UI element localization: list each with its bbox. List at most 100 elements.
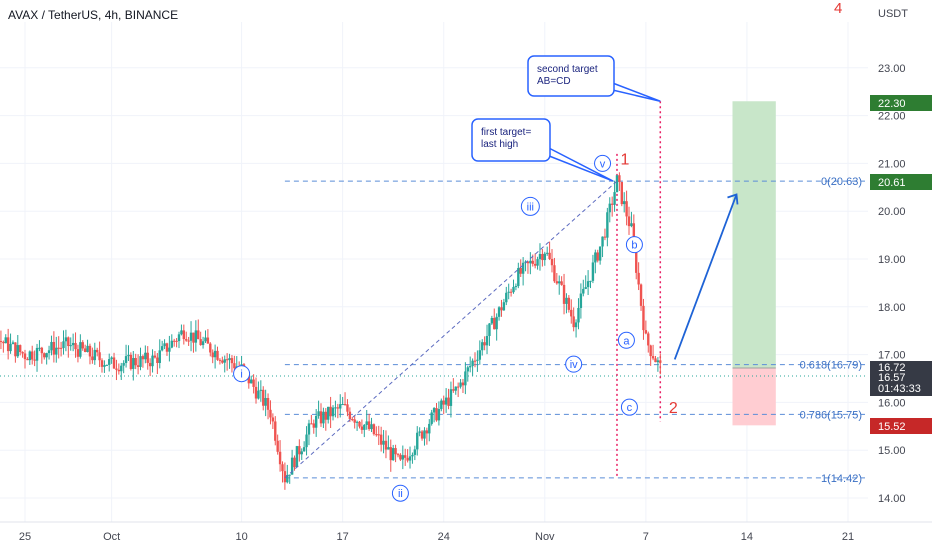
candle-body [189,332,193,341]
candle-body [18,345,22,353]
candle-body [517,268,520,287]
candle-body [170,340,173,348]
candle-body [493,317,496,330]
wave-trend-line[interactable] [284,180,618,479]
candle-body [192,332,195,343]
candle-body [529,260,532,264]
candle-body [579,293,583,308]
candle-body [148,362,152,367]
candle-body [290,457,294,475]
candle-body [281,464,284,472]
candle-body [591,262,595,281]
candle-body [59,347,63,349]
price-label-box [870,384,932,396]
candle-body [656,360,660,363]
loss-zone[interactable] [732,367,776,426]
candle-body [286,474,289,483]
callout-box[interactable] [471,118,551,162]
candle-body [596,252,599,261]
candle-body [64,337,68,342]
candle-body [331,407,335,417]
candle-body [404,455,407,458]
candle-body [447,397,450,406]
candle-body [384,440,388,450]
candle-body [11,342,15,344]
candle-body [120,365,123,372]
candle-body [86,345,89,353]
candle-body [420,431,424,439]
candle-body [620,181,623,205]
candle-body [257,390,260,399]
candle-body [536,259,539,266]
y-tick-label: 17.00 [878,350,906,362]
wave-label-circle[interactable] [520,196,540,216]
wave-label: v [600,158,606,170]
position-zones [732,101,776,426]
candle-body [464,371,467,386]
callout-pointer [538,145,614,182]
candle-body [139,356,142,367]
fib-label: 0(20.63) [821,176,862,188]
candle-body [103,365,106,367]
candle-body [550,258,554,266]
candle-body [259,389,263,391]
candle-body [322,411,325,424]
candle-body [584,287,587,289]
candle-body [79,342,82,357]
wave-label-circle[interactable] [233,365,251,383]
wave-label-circle[interactable] [620,398,638,416]
candle-body [452,389,455,391]
candle-body [124,356,128,363]
candle-body [343,404,347,406]
candle-body [353,419,356,423]
candle-body [266,397,270,410]
projection-arrow[interactable] [673,194,738,360]
candle-body [168,347,171,352]
candle-body [519,268,522,274]
candle-body [156,357,159,363]
wave-label: a [623,335,630,347]
page-number: 4 [834,0,843,17]
wave-label-circle[interactable] [625,236,643,254]
wave-label-circle[interactable] [565,355,583,373]
candle-body [187,340,190,342]
wave-label-circle[interactable] [391,484,409,502]
x-tick-label: 25 [19,531,31,543]
candle-body [346,404,349,412]
profit-zone[interactable] [732,101,776,368]
candle-body [160,346,164,351]
candle-body [548,252,551,259]
candle-body [175,340,178,342]
candle-body [430,412,433,424]
candle-body [567,297,571,310]
candle-body [560,281,563,285]
wave-label-circle[interactable] [617,331,635,349]
candle-body [647,333,650,346]
candle-body [201,341,205,346]
candle-body [88,345,92,357]
candle-body [603,236,607,238]
candle-body [639,284,643,306]
price-label-box [870,418,932,434]
candle-body [278,451,282,465]
candle-body [601,236,604,247]
fibonacci-levels: 0(20.63) 0.618(16.79) 0.786(15.75) 1(14.42) [0,176,868,485]
candle-body [495,316,498,330]
candle-body [610,203,614,205]
candle-body [317,411,320,416]
wave-label-circle[interactable] [594,154,612,172]
callout-text: last high [481,139,518,150]
candle-body [471,360,474,367]
candle-body [394,448,397,455]
candle-body [396,454,400,456]
candle-body [134,358,137,366]
y-tick-label: 21.00 [878,158,906,170]
candle-body [423,430,426,439]
candle-body [411,454,414,457]
callout-box[interactable] [527,55,615,97]
candle-body [589,280,592,282]
candle-body [298,446,301,455]
candle-body [594,252,597,263]
